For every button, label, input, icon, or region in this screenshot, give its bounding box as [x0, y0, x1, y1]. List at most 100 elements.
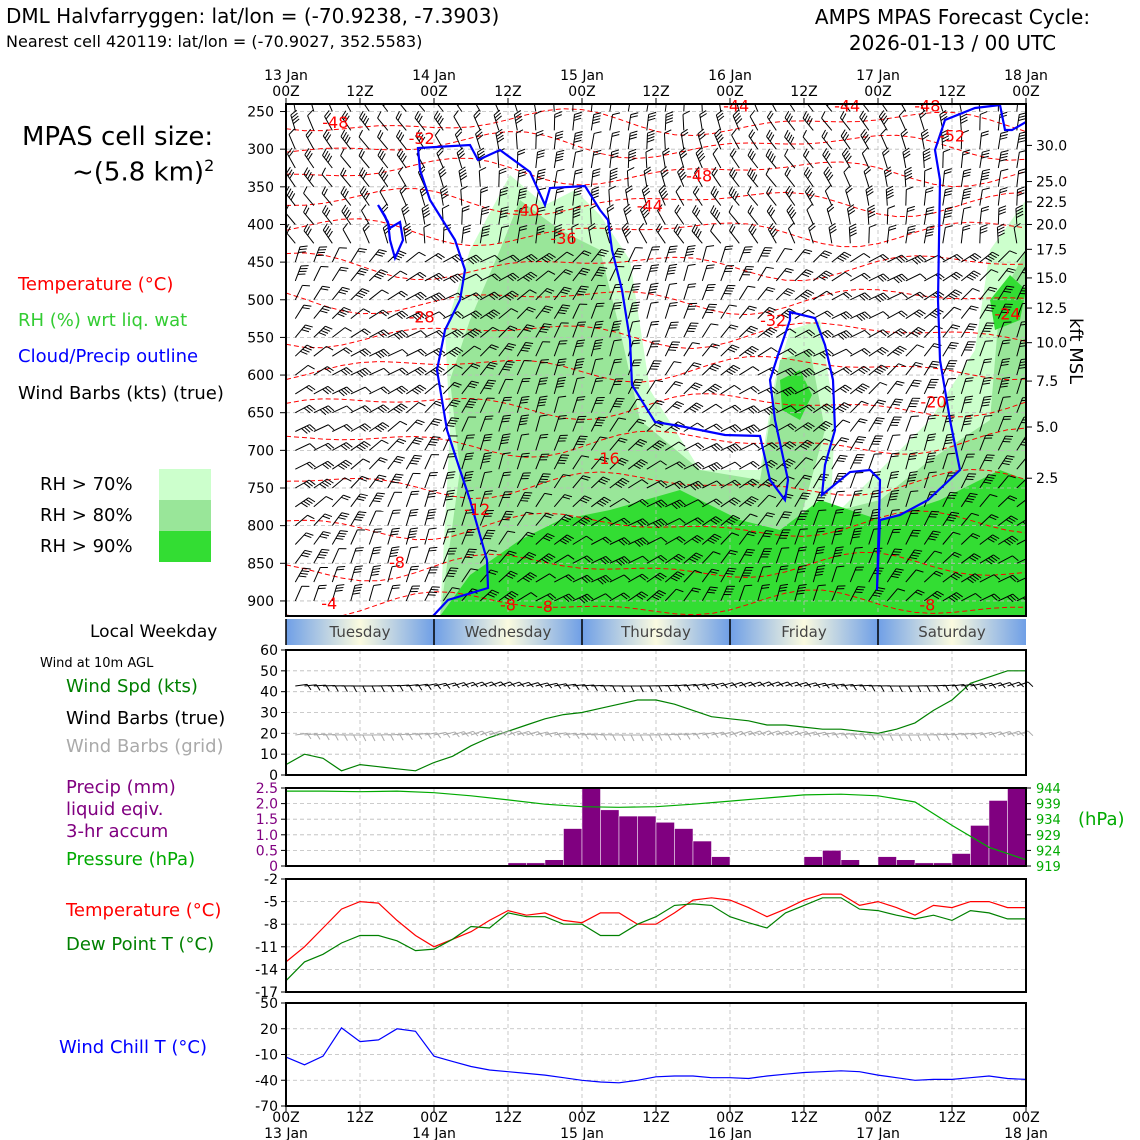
barb-feather	[321, 186, 326, 194]
barb-feather	[840, 332, 847, 339]
barb-feather	[911, 510, 920, 512]
barb-staff	[461, 208, 463, 225]
barb-feather	[522, 475, 530, 477]
barb-feather	[786, 267, 794, 271]
barb-feather	[410, 527, 419, 530]
wind-barb	[628, 537, 649, 547]
barb-feather	[1029, 575, 1035, 583]
barb-feather	[968, 473, 977, 475]
barb-feather	[997, 232, 1005, 237]
barb-feather	[694, 518, 702, 525]
barb-feather	[771, 442, 779, 448]
barb-feather	[945, 225, 953, 228]
wind-barb	[532, 104, 542, 112]
barb-feather	[955, 289, 963, 294]
barb-feather	[669, 346, 678, 349]
barb-feather	[429, 591, 438, 594]
barb-feather	[642, 187, 650, 194]
barb-feather	[667, 269, 676, 272]
barb-feather	[506, 345, 515, 349]
barb-feather	[988, 474, 997, 477]
wind-barb	[957, 104, 962, 112]
barb-feather	[504, 596, 512, 602]
barb-feather	[489, 346, 497, 351]
barb-feather	[804, 249, 813, 253]
barb-feather	[595, 422, 604, 424]
wind-barb	[942, 324, 961, 338]
wind-barb	[942, 206, 954, 225]
wind-barb	[405, 490, 420, 507]
barb-feather	[394, 491, 402, 493]
barb-feather	[1005, 457, 1013, 461]
barb-feather	[576, 342, 585, 345]
wind-barb	[498, 206, 509, 225]
barb-feather	[475, 273, 483, 280]
wind-barb	[997, 515, 1018, 526]
barb-feather	[842, 131, 848, 139]
barb-feather	[837, 334, 845, 340]
wind-barb	[553, 130, 564, 150]
barb-feather	[697, 461, 705, 468]
wind-barb	[813, 290, 834, 301]
wind-barb	[313, 566, 328, 583]
barb-feather	[861, 349, 868, 355]
wind-barb	[516, 414, 530, 432]
barb-feather	[582, 497, 590, 502]
barb-feather	[839, 405, 847, 411]
barb-staff	[553, 322, 562, 338]
barb-feather	[300, 502, 308, 508]
barb-feather	[982, 168, 991, 172]
barb-staff	[868, 382, 881, 395]
wind-barb	[664, 104, 668, 112]
wind-barb	[424, 471, 438, 489]
barb-feather	[325, 444, 332, 450]
barb-feather	[950, 575, 958, 581]
wind-barb	[923, 510, 940, 526]
wind-barb	[831, 291, 853, 301]
barb-feather	[360, 267, 369, 271]
barb-feather	[997, 226, 1005, 231]
barb-feather	[911, 532, 920, 534]
barb-feather	[763, 249, 772, 252]
barb-feather	[380, 97, 387, 104]
barb-feather	[748, 426, 755, 433]
wind-barb	[479, 415, 494, 432]
barb-staff	[590, 436, 601, 451]
barb-feather	[657, 225, 663, 233]
barb-feather	[519, 225, 528, 228]
barb-feather	[428, 508, 437, 511]
barb-feather	[693, 404, 701, 409]
wind-barb	[516, 148, 526, 169]
barb-staff	[1016, 152, 1020, 169]
barb-staff	[535, 415, 541, 432]
barb-feather	[309, 174, 314, 182]
wind-barb	[850, 272, 871, 282]
barb-feather	[861, 131, 868, 139]
barb-feather	[633, 265, 642, 267]
wind-barb	[295, 497, 316, 508]
barb-feather	[467, 385, 476, 389]
wind-barb	[590, 149, 602, 169]
barb-feather	[962, 149, 971, 153]
wind-barb	[738, 265, 754, 282]
barb-feather	[726, 447, 734, 453]
barb-feather	[454, 312, 462, 319]
barb-feather	[915, 591, 923, 596]
barb-feather	[575, 150, 584, 153]
barb-feather	[667, 272, 675, 275]
barb-feather	[541, 453, 550, 455]
barb-feather	[693, 587, 701, 591]
barb-feather	[981, 174, 990, 178]
barb-feather	[493, 109, 501, 116]
wind-barb	[515, 129, 524, 150]
barb-feather	[632, 301, 641, 304]
wind-barb	[998, 555, 1019, 564]
barb-feather	[660, 460, 667, 466]
barb-feather	[445, 495, 454, 498]
barb-feather	[687, 245, 696, 248]
barb-feather	[343, 306, 351, 311]
barb-feather	[872, 440, 881, 443]
barb-feather	[913, 379, 922, 382]
barb-feather	[614, 358, 623, 361]
barb-feather	[519, 228, 527, 231]
